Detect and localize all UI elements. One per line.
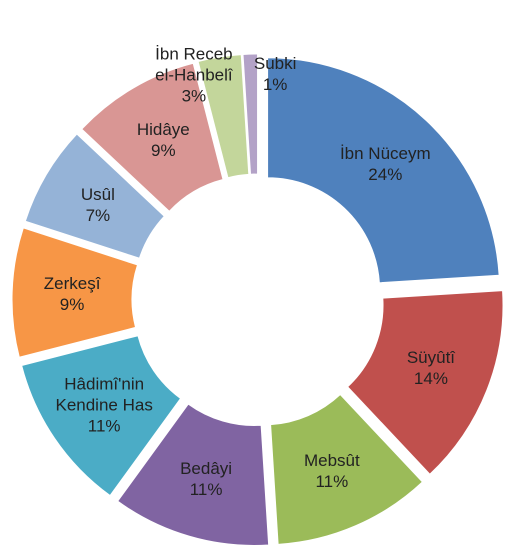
data-label: Süyûtî 14% bbox=[371, 347, 491, 389]
donut-segment bbox=[197, 54, 250, 179]
category-label: Süyûtî bbox=[406, 348, 456, 368]
value-label: 11% bbox=[87, 416, 121, 436]
data-label: İbn Nüceym 24% bbox=[325, 143, 445, 185]
donut-segment bbox=[11, 227, 139, 358]
category-label: Subki bbox=[253, 54, 297, 74]
category-label: Hâdimî'nin Kendine Has bbox=[55, 374, 153, 415]
data-label: Hidâye 9% bbox=[103, 119, 223, 161]
value-label: 7% bbox=[85, 206, 111, 226]
category-label: Usûl bbox=[80, 185, 115, 205]
donut-segment bbox=[21, 335, 182, 497]
value-label: 9% bbox=[59, 295, 85, 315]
category-label: İbn Nüceym bbox=[339, 144, 431, 164]
value-label: 1% bbox=[262, 75, 288, 95]
data-label: Mebsût 11% bbox=[272, 450, 392, 492]
category-label: Mebsût bbox=[303, 450, 360, 470]
donut-segment bbox=[346, 290, 504, 475]
data-label: Hâdimî'nin Kendine Has 11% bbox=[44, 373, 164, 436]
donut-segment bbox=[117, 403, 270, 546]
value-label: 9% bbox=[151, 140, 176, 160]
data-label: Bedâyi 11% bbox=[146, 458, 266, 500]
donut-segment bbox=[267, 57, 500, 284]
donut-segment bbox=[242, 53, 259, 175]
value-label: 24% bbox=[368, 165, 403, 185]
data-label: Subki 1% bbox=[235, 53, 315, 95]
donut-segment bbox=[24, 133, 166, 259]
category-label: Hidâye bbox=[136, 119, 190, 139]
donut-segment bbox=[81, 62, 224, 212]
donut-segment bbox=[270, 393, 424, 545]
category-label: Zerkeşî bbox=[43, 274, 101, 294]
category-label: Bedâyi bbox=[180, 458, 233, 478]
value-label: 14% bbox=[413, 369, 448, 389]
value-label: 11% bbox=[315, 471, 349, 491]
category-label: İbn Receb el-Hanbelî bbox=[155, 44, 233, 85]
data-label: İbn Receb el-Hanbelî 3% bbox=[154, 43, 234, 106]
data-label: Zerkeşî 9% bbox=[12, 273, 132, 315]
value-label: 11% bbox=[189, 479, 223, 499]
value-label: 3% bbox=[181, 86, 207, 106]
data-label: Usûl 7% bbox=[38, 184, 158, 226]
